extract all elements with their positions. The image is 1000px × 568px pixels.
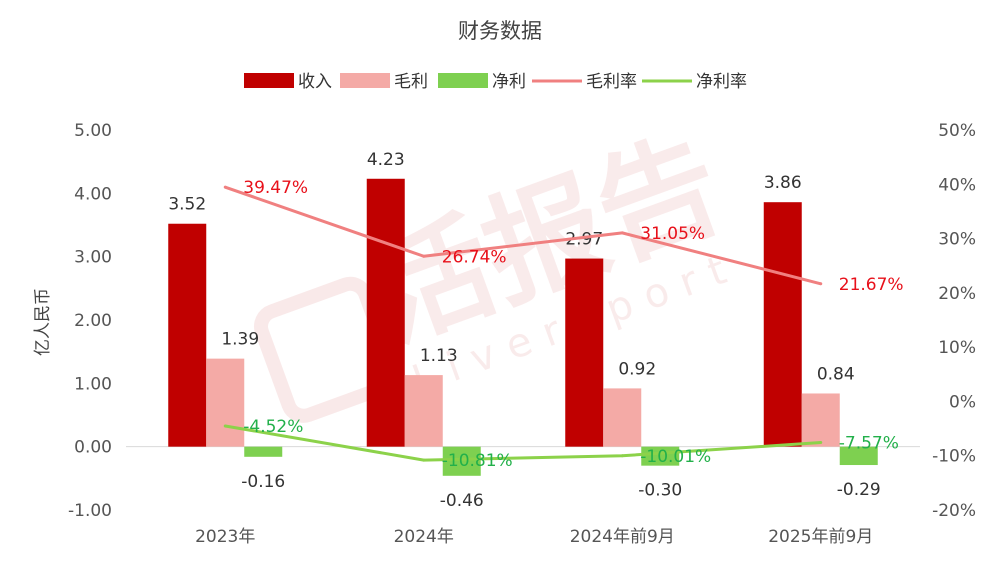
gross-margin-point (819, 282, 823, 286)
net-margin-label: -10.81% (442, 451, 513, 471)
gross-margin-label: 21.67% (839, 275, 904, 295)
y2-tick-label: -20% (932, 501, 976, 521)
x-tick-label: 2024年前9月 (570, 527, 675, 547)
gross-profit-bar (801, 393, 840, 447)
y-tick-label: 5.00 (74, 121, 112, 141)
net-margin-point (819, 441, 823, 445)
revenue-label: 4.23 (367, 150, 405, 170)
net-margin-point (422, 458, 426, 462)
revenue-label: 2.97 (565, 230, 603, 250)
legend-label-net-margin: 净利率 (696, 72, 747, 92)
revenue-bar (168, 223, 207, 447)
legend-label-revenue: 收入 (298, 72, 332, 92)
gross-margin-line (224, 185, 822, 286)
y2-tick-label: 40% (938, 175, 976, 195)
net-profit-label: -0.16 (241, 472, 285, 492)
net-margin-point (620, 454, 624, 458)
gross-margin-label: 39.47% (243, 178, 308, 198)
x-axis: 2023年 2024年 2024年前9月 2025年前9月 (195, 527, 873, 547)
legend-label-gross-profit: 毛利 (394, 72, 428, 92)
y-axis-right: 50% 40% 30% 20% 10% 0% -10% -20% (932, 121, 976, 521)
y-tick-label: 4.00 (74, 184, 112, 204)
net-profit-bar (839, 446, 878, 466)
gross-margin-point (620, 231, 624, 235)
net-margin-label: -4.52% (243, 417, 303, 437)
gross-profit-label: 0.84 (817, 364, 855, 384)
revenue-label: 3.52 (168, 195, 206, 215)
net-profit-label: -0.29 (837, 480, 881, 500)
y2-tick-label: 50% (938, 121, 976, 141)
revenue-label: 3.86 (764, 173, 802, 193)
net-profit-label: -0.46 (440, 491, 484, 511)
watermark: 活报告 Livereport (254, 114, 745, 423)
y-tick-label: 3.00 (74, 248, 112, 268)
y-tick-label: 2.00 (74, 311, 112, 331)
net-margin-line (224, 424, 821, 462)
y2-tick-label: -10% (932, 447, 976, 467)
y2-tick-label: 30% (938, 230, 976, 250)
y-tick-label: 0.00 (74, 438, 112, 458)
bars-group: 3.52 4.23 2.97 3.86 1.39 1.13 0.92 0.84 -0.16 -0.… (168, 150, 881, 511)
net-margin-label: -7.57% (839, 434, 899, 454)
net-margin-label: -10.01% (640, 447, 711, 467)
y-tick-label: 1.00 (74, 374, 112, 394)
gross-margin-label: 31.05% (640, 224, 705, 244)
revenue-bar (366, 178, 405, 447)
chart-title: 财务数据 (458, 19, 542, 43)
gross-profit-label: 1.39 (221, 330, 259, 350)
gross-margin-point (223, 185, 227, 189)
revenue-bar (763, 202, 802, 447)
gross-profit-bar (603, 388, 642, 447)
x-tick-label: 2024年 (394, 527, 454, 547)
x-tick-label: 2023年 (195, 527, 255, 547)
legend-label-net-profit: 净利 (492, 72, 526, 92)
legend: 收入 毛利 净利 毛利率 净利率 (244, 72, 747, 92)
gross-margin-label: 26.74% (442, 247, 507, 267)
gross-profit-label: 0.92 (618, 359, 656, 379)
legend-label-gross-margin: 毛利率 (586, 72, 637, 92)
y-axis-left: 5.00 4.00 3.00 2.00 1.00 0.00 -1.00 (68, 121, 112, 521)
net-profit-label: -0.30 (638, 481, 682, 501)
gross-profit-bar (404, 375, 443, 447)
y-tick-label: -1.00 (68, 501, 112, 521)
y2-tick-label: 20% (938, 284, 976, 304)
legend-swatch-net-profit (438, 73, 488, 88)
y-axis-title: 亿人民币 (33, 288, 53, 356)
x-tick-label: 2025年前9月 (768, 527, 873, 547)
net-profit-bar (442, 446, 481, 476)
gross-profit-bar (206, 358, 245, 447)
net-profit-bar (244, 446, 283, 457)
revenue-bar (565, 258, 604, 447)
gross-margin-point (422, 254, 426, 258)
y2-tick-label: 0% (949, 392, 976, 412)
gross-profit-label: 1.13 (420, 346, 458, 366)
lines-group: 39.47% 26.74% 31.05% 21.67% -4.52% -10.81% -10… (223, 178, 904, 471)
net-margin-point (223, 424, 227, 428)
legend-swatch-revenue (244, 73, 294, 88)
y2-tick-label: 10% (938, 338, 976, 358)
legend-swatch-gross-profit (340, 73, 390, 88)
